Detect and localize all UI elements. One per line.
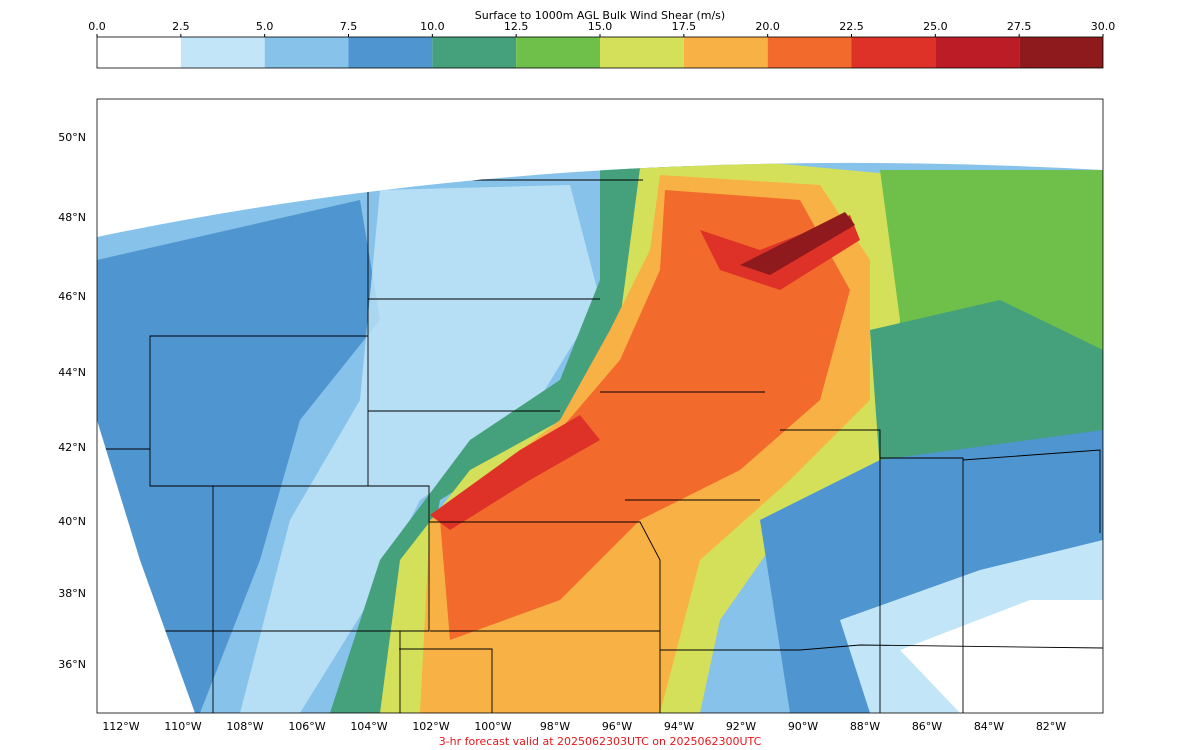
colorbar-tick-label: 22.5 xyxy=(839,20,864,33)
wind-shear-field xyxy=(97,162,1103,713)
latitude-label: 36°N xyxy=(58,658,86,671)
colorbar-tick-label: 12.5 xyxy=(504,20,529,33)
longitude-label: 88°W xyxy=(850,720,880,733)
latitude-label: 42°N xyxy=(58,441,86,454)
map-frame xyxy=(96,98,1104,714)
colorbar-tick-label: 2.5 xyxy=(172,20,190,33)
longitude-label: 106°W xyxy=(288,720,325,733)
colorbar-tick-label: 30.0 xyxy=(1091,20,1116,33)
colorbar-bin xyxy=(935,37,1020,68)
colorbar-bin xyxy=(432,37,517,68)
longitude-label: 108°W xyxy=(226,720,263,733)
colorbar-tick-label: 20.0 xyxy=(755,20,780,33)
longitude-label: 112°W xyxy=(102,720,139,733)
longitude-label: 90°W xyxy=(788,720,818,733)
longitude-label: 94°W xyxy=(664,720,694,733)
colorbar-tick-label: 17.5 xyxy=(672,20,697,33)
longitude-label: 102°W xyxy=(412,720,449,733)
colorbar-bin xyxy=(264,37,349,68)
latitude-label: 48°N xyxy=(58,211,86,224)
forecast-footer: 3-hr forecast valid at 2025062303UTC on … xyxy=(439,735,762,748)
longitude-label: 84°W xyxy=(974,720,1004,733)
colorbar-bin xyxy=(180,37,265,68)
colorbar-bin xyxy=(851,37,936,68)
colorbar-bin xyxy=(767,37,852,68)
latitude-label: 38°N xyxy=(58,587,86,600)
longitude-label: 110°W xyxy=(164,720,201,733)
colorbar-tick-label: 0.0 xyxy=(88,20,106,33)
longitude-label: 92°W xyxy=(726,720,756,733)
longitude-label: 96°W xyxy=(602,720,632,733)
latitude-label: 44°N xyxy=(58,366,86,379)
colorbar-bin xyxy=(516,37,600,68)
colorbar-title: Surface to 1000m AGL Bulk Wind Shear (m/… xyxy=(475,9,725,22)
colorbar-tick-label: 25.0 xyxy=(923,20,948,33)
longitude-label: 82°W xyxy=(1036,720,1066,733)
colorbar-tick-label: 10.0 xyxy=(420,20,445,33)
latitude-label: 50°N xyxy=(58,131,86,144)
longitude-label: 86°W xyxy=(912,720,942,733)
latitude-label: 46°N xyxy=(58,290,86,303)
longitude-label: 100°W xyxy=(474,720,511,733)
colorbar-bin xyxy=(600,37,684,68)
colorbar-bin xyxy=(683,37,768,68)
colorbar-tick-label: 7.5 xyxy=(340,20,358,33)
colorbar-tick-label: 5.0 xyxy=(256,20,274,33)
longitude-label: 104°W xyxy=(350,720,387,733)
colorbar-bin xyxy=(1019,37,1103,68)
colorbar-tick-label: 15.0 xyxy=(588,20,613,33)
colorbar-bin xyxy=(97,37,181,68)
longitude-label: 98°W xyxy=(540,720,570,733)
colorbar-bin xyxy=(348,37,433,68)
colorbar-tick-label: 27.5 xyxy=(1007,20,1032,33)
latitude-label: 40°N xyxy=(58,515,86,528)
